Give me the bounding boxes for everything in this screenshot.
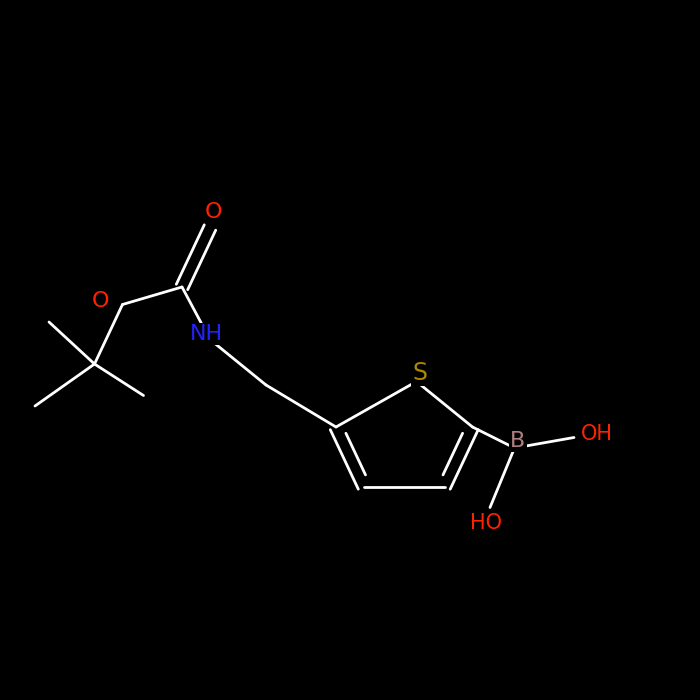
Text: B: B: [510, 431, 526, 451]
Text: HO: HO: [470, 513, 503, 533]
Text: NH: NH: [190, 324, 223, 344]
Text: S: S: [412, 361, 428, 385]
Text: O: O: [204, 202, 223, 222]
Text: OH: OH: [580, 424, 612, 444]
Text: O: O: [91, 291, 109, 311]
